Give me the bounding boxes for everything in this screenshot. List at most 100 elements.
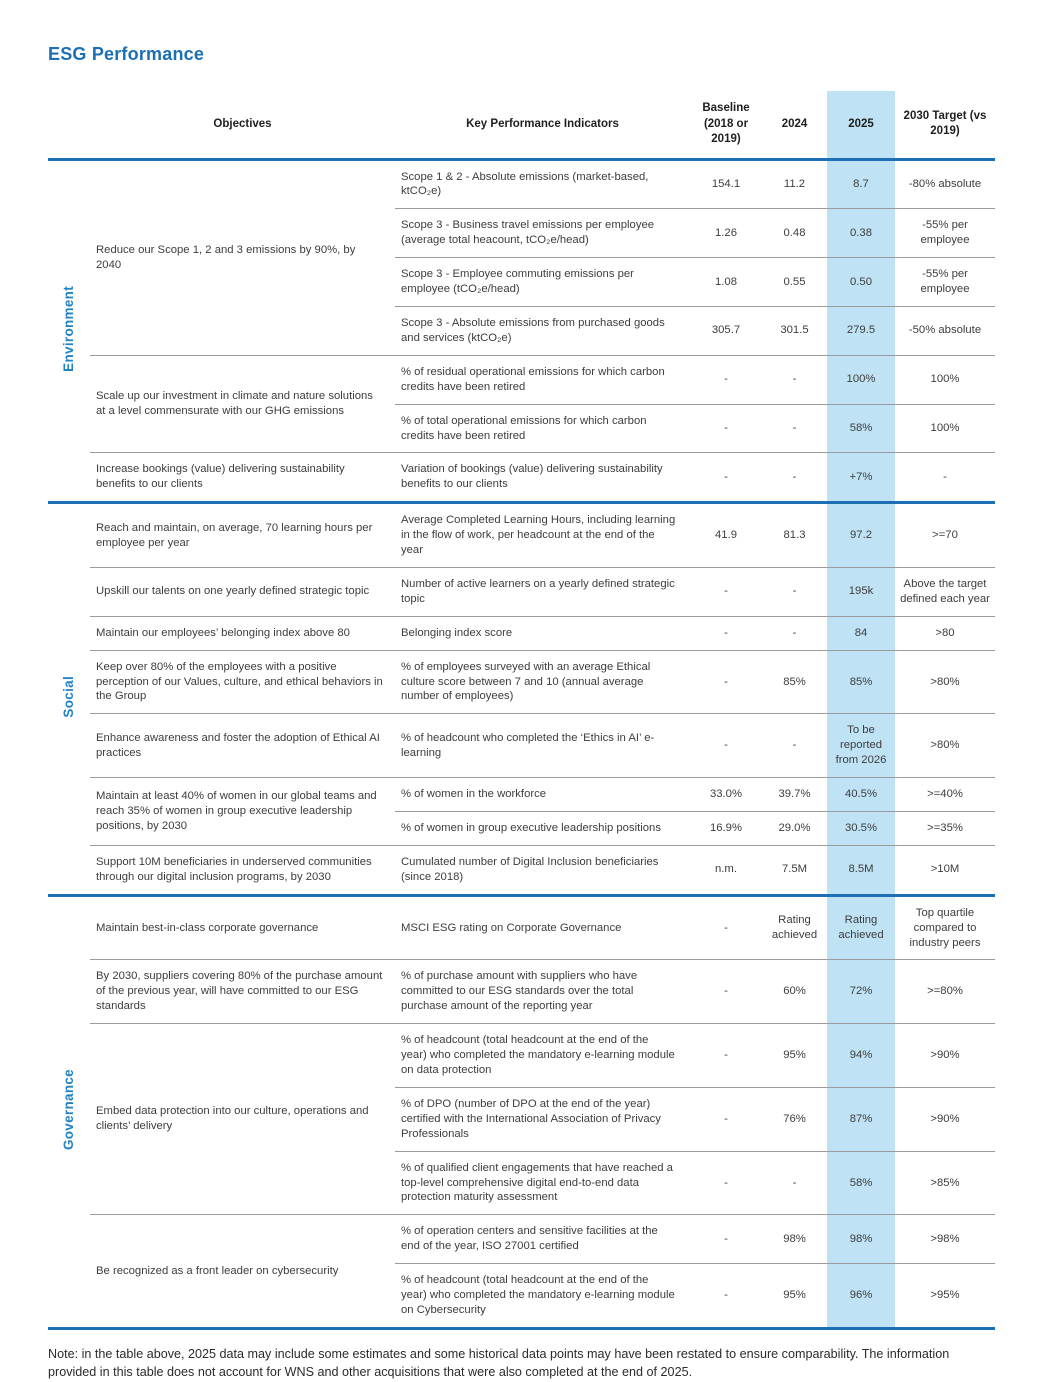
kpi-cell: % of operation centers and sensitive fac… [395, 1214, 690, 1264]
table-row: % of qualified client engagements that h… [48, 1150, 995, 1215]
value-2024: 301.5 [762, 305, 827, 356]
baseline-value: - [690, 1263, 762, 1329]
target-2030: -55% per employee [895, 257, 995, 307]
kpi-cell: Scope 3 - Employee commuting emissions p… [395, 257, 690, 307]
baseline-value: 305.7 [690, 305, 762, 356]
table-row: Embed data protection into our culture, … [48, 1023, 995, 1215]
baseline-value: - [690, 615, 762, 651]
header-section-spacer [48, 91, 90, 160]
value-2024: 60% [762, 959, 827, 1024]
section-label-cell: Governance [48, 895, 90, 1328]
table-row: Keep over 80% of the employees with a po… [48, 649, 995, 714]
table-row: Governance Maintain best-in-class corpora… [48, 894, 995, 1150]
section-label: Governance [61, 1068, 77, 1150]
kpi-cell: % of total operational emissions for whi… [395, 403, 690, 453]
baseline-value: 1.26 [690, 208, 762, 258]
kpi-cell: Number of active learners on a yearly de… [395, 566, 690, 617]
header-kpi: Key Performance Indicators [395, 91, 690, 160]
section-label: Environment [61, 285, 77, 372]
header-baseline: Baseline (2018 or 2019) [690, 91, 762, 160]
objective-cell: Enhance awareness and foster the adoptio… [90, 713, 395, 778]
section-social: Social Reach and maintain, on average, 70… [48, 502, 995, 896]
target-2030: >85% [895, 1150, 995, 1215]
section-label: Social [61, 675, 77, 718]
baseline-value: - [690, 566, 762, 617]
table-row: Maintain at least 40% of women in our gl… [48, 777, 995, 846]
target-2030: >80 [895, 615, 995, 651]
kpi-cell: % of employees surveyed with an average … [395, 649, 690, 714]
kpi-cell: % of headcount who completed the ‘Ethics… [395, 713, 690, 778]
kpi-cell: Average Completed Learning Hours, includ… [395, 502, 690, 568]
baseline-value: - [690, 354, 762, 405]
target-2030: Top quartile compared to industry peers [895, 894, 995, 960]
kpi-cell: % of purchase amount with suppliers who … [395, 959, 690, 1024]
objective-cell: Embed data protection into our culture, … [90, 1023, 395, 1215]
target-2030: -55% per employee [895, 208, 995, 258]
objective-cell: By 2030, suppliers covering 80% of the p… [90, 959, 395, 1024]
table-row: Scope 3 - Absolute emissions from purcha… [48, 305, 995, 356]
objective-cell: Be recognized as a front leader on cyber… [90, 1214, 395, 1329]
value-2025: 40.5% [827, 777, 895, 812]
value-2025: 279.5 [827, 305, 895, 356]
target-2030: 100% [895, 403, 995, 453]
target-2030: >90% [895, 1086, 995, 1152]
baseline-value: 1.08 [690, 257, 762, 307]
kpi-cell: % of women in group executive leadership… [395, 811, 690, 846]
table-header: Objectives Key Performance Indicators Ba… [48, 91, 995, 160]
kpi-cell: MSCI ESG rating on Corporate Governance [395, 894, 690, 960]
value-2024: 39.7% [762, 777, 827, 812]
value-2024: 81.3 [762, 502, 827, 568]
objective-cell: Scale up our investment in climate and n… [90, 354, 395, 453]
table-row: Environment Reduce our Scope 1, 2 and 3 e… [48, 158, 995, 371]
header-2024: 2024 [762, 91, 827, 160]
value-2025: 58% [827, 403, 895, 453]
value-2024: - [762, 403, 827, 453]
baseline-value: 16.9% [690, 811, 762, 846]
baseline-value: - [690, 452, 762, 503]
value-2024: - [762, 713, 827, 778]
value-2024: - [762, 1150, 827, 1215]
table-row: % of headcount (total headcount at the e… [48, 1263, 995, 1329]
baseline-value: - [690, 1086, 762, 1152]
table-row: Maintain our employees’ belonging index … [48, 615, 995, 651]
objective-cell: Keep over 80% of the employees with a po… [90, 649, 395, 714]
page-title: ESG Performance [48, 44, 205, 64]
kpi-cell: % of qualified client engagements that h… [395, 1150, 690, 1215]
value-2024: 98% [762, 1214, 827, 1264]
section-label-cell: Social [48, 503, 90, 896]
value-2025: 98% [827, 1214, 895, 1264]
table-row: Social Reach and maintain, on average, 70… [48, 502, 995, 717]
target-2030: 100% [895, 354, 995, 405]
baseline-value: - [690, 713, 762, 778]
value-2025: Rating achieved [827, 894, 895, 960]
target-2030: -80% absolute [895, 158, 995, 209]
baseline-value: - [690, 1150, 762, 1215]
baseline-value: n.m. [690, 844, 762, 896]
target-2030: >=80% [895, 959, 995, 1024]
header-2025: 2025 [827, 91, 895, 160]
footnote: Note: in the table above, 2025 data may … [48, 1346, 950, 1379]
value-2024: 29.0% [762, 811, 827, 846]
value-2025: 8.5M [827, 844, 895, 896]
section-governance: Governance Maintain best-in-class corpora… [48, 894, 995, 1329]
kpi-cell: % of DPO (number of DPO at the end of th… [395, 1086, 690, 1152]
value-2025: 94% [827, 1023, 895, 1088]
value-2024: 95% [762, 1263, 827, 1329]
table-row: Support 10M beneficiaries in underserved… [48, 844, 995, 896]
value-2024: 85% [762, 649, 827, 714]
value-2024: - [762, 452, 827, 503]
table-row: Enhance awareness and foster the adoptio… [48, 713, 995, 778]
target-2030: >90% [895, 1023, 995, 1088]
value-2024: 76% [762, 1086, 827, 1152]
kpi-cell: Scope 3 - Business travel emissions per … [395, 208, 690, 258]
objective-cell: Increase bookings (value) delivering sus… [90, 452, 395, 503]
table-row: Scale up our investment in climate and n… [48, 354, 995, 453]
value-2025: +7% [827, 452, 895, 503]
value-2025: 87% [827, 1086, 895, 1152]
target-2030: -50% absolute [895, 305, 995, 356]
value-2024: 0.55 [762, 257, 827, 307]
target-2030: >=40% [895, 777, 995, 812]
target-2030: >80% [895, 713, 995, 778]
table-row: Increase bookings (value) delivering sus… [48, 452, 995, 503]
